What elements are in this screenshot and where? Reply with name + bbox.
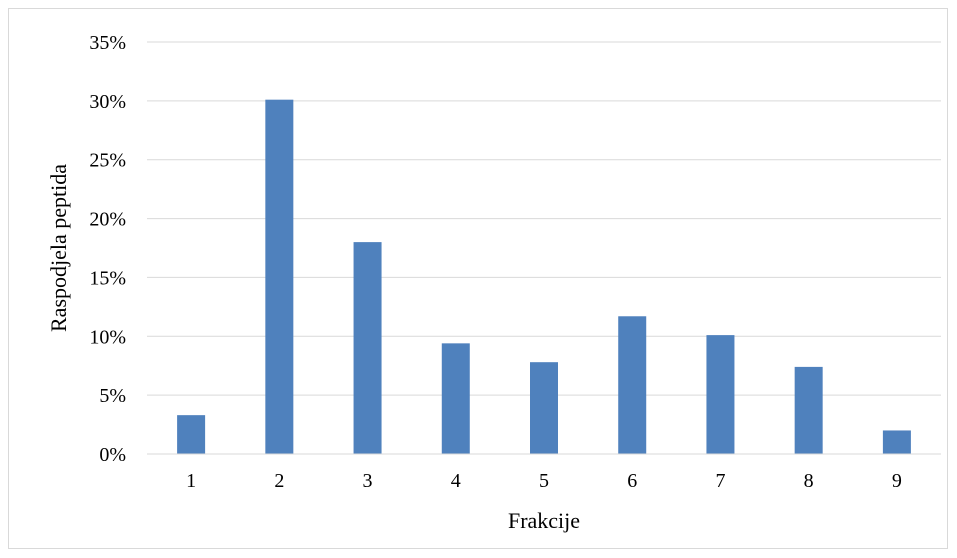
- bar-8: [794, 366, 823, 454]
- bar-6: [618, 316, 647, 454]
- bar-9: [882, 430, 911, 454]
- bar-1: [177, 415, 206, 454]
- x-tick-label: 8: [804, 470, 814, 492]
- y-tick-label: 15%: [89, 267, 126, 289]
- bar-chart: 0% 5% 10% 15% 20% 25% 30% 35% 1 2 3 4 5 6 7 8 9 Frakcij…: [46, 32, 941, 533]
- y-tick-label: 25%: [89, 150, 126, 172]
- y-tick-label: 20%: [89, 209, 126, 231]
- bar-2: [265, 99, 294, 455]
- x-axis-ticks: 1 2 3 4 5 6 7 8 9: [186, 470, 902, 492]
- x-tick-label: 9: [892, 470, 902, 492]
- y-tick-label: 0%: [99, 444, 126, 466]
- x-tick-label: 5: [539, 470, 549, 492]
- x-axis-title: Frakcije: [508, 508, 580, 533]
- y-tick-label: 30%: [89, 91, 126, 113]
- y-axis-title: Raspodjela peptida: [46, 164, 71, 332]
- bar-4: [441, 343, 470, 454]
- x-tick-label: 3: [363, 470, 373, 492]
- x-tick-label: 6: [627, 470, 637, 492]
- y-tick-label: 35%: [89, 32, 126, 54]
- x-tick-label: 7: [715, 470, 725, 492]
- y-axis-ticks: 0% 5% 10% 15% 20% 25% 30% 35%: [89, 32, 126, 466]
- y-tick-label: 5%: [99, 385, 126, 407]
- x-tick-label: 2: [274, 470, 284, 492]
- x-tick-label: 4: [451, 470, 461, 492]
- bars: [177, 99, 911, 455]
- x-tick-label: 1: [186, 470, 196, 492]
- y-tick-label: 10%: [89, 326, 126, 348]
- bar-3: [353, 242, 382, 454]
- bar-5: [530, 362, 558, 454]
- bar-7: [706, 335, 735, 454]
- chart-frame: 0% 5% 10% 15% 20% 25% 30% 35% 1 2 3 4 5 6 7 8 9 Frakcij…: [8, 8, 948, 549]
